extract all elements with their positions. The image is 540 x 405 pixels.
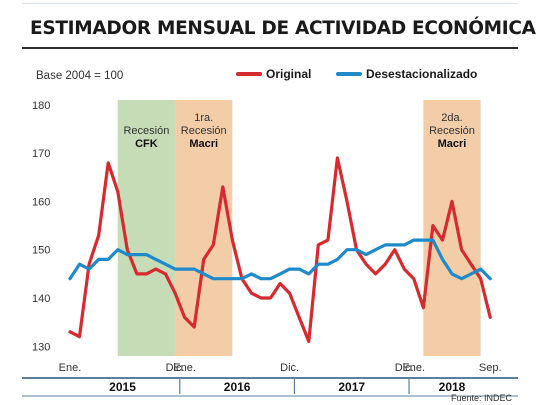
chart-title: ESTIMADOR MENSUAL DE ACTIVIDAD ECONÓMICA [30, 18, 536, 39]
year-label: 2015 [109, 380, 136, 394]
recession-label: Recesión [123, 125, 169, 137]
recession-name: CFK [135, 138, 158, 150]
x-tick-label: Sep. [479, 362, 502, 374]
title-underline [22, 47, 518, 49]
x-tick-label: Dic. [395, 362, 414, 374]
year-label: 2018 [439, 380, 466, 394]
x-tick-label: Dic. [280, 362, 299, 374]
y-tick-label: 140 [32, 293, 50, 305]
year-label: 2017 [338, 380, 365, 394]
recession-name: Macri [189, 138, 218, 150]
recession-bands: RecesiónCFK1ra.RecesiónMacri2da.Recesión… [117, 100, 481, 356]
recession-label: Recesión [181, 125, 227, 137]
year-label: 2016 [224, 380, 251, 394]
y-tick-label: 170 [32, 148, 50, 160]
x-axis: Ene. Dic.Ene. Dic. Dic.Ene. Sep.2015 2016 2017… [22, 362, 518, 397]
x-tick-label: Ene. [402, 362, 425, 374]
x-tick-label: Ene. [59, 362, 82, 374]
recession-name: Macri [438, 138, 467, 150]
legend-label: Original [266, 67, 311, 81]
recession-label: 2da. [441, 112, 462, 124]
base-note: Base 2004 = 100 [36, 70, 123, 82]
recession-label: Recesión [429, 125, 475, 137]
recession-band [117, 100, 176, 356]
legend-label: Desestacionalizado [366, 67, 477, 81]
top-rule [22, 3, 518, 4]
y-tick-label: 180 [32, 100, 50, 112]
y-tick-label: 160 [32, 196, 50, 208]
series-desestacionalizado-line [68, 238, 492, 281]
x-tick-label: Ene. [173, 362, 196, 374]
legend: Original Desestacionalizado [236, 67, 477, 81]
series-original-line [68, 156, 492, 344]
y-axis-ticks: 130 140 150 160 170 180 [32, 100, 50, 354]
recession-label: 1ra. [194, 112, 213, 124]
y-tick-label: 130 [32, 341, 50, 353]
x-tick-label: Dic. [166, 362, 185, 374]
source-note: Fuente: INDEC [451, 393, 513, 403]
y-tick-label: 150 [32, 245, 50, 257]
series-lines [68, 156, 492, 344]
